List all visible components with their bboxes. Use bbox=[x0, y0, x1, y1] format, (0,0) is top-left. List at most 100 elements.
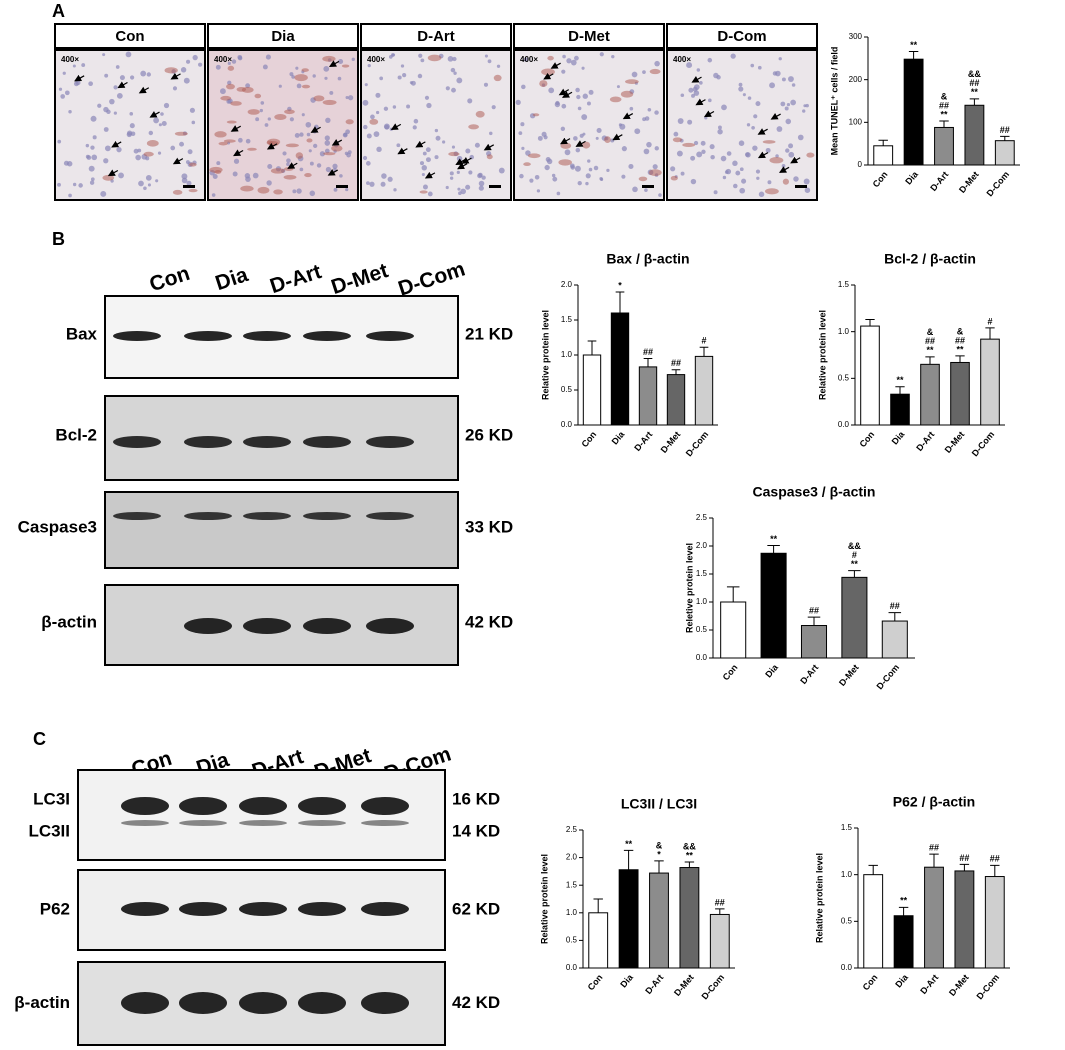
arrow bbox=[790, 156, 801, 164]
cell-nucleus bbox=[376, 146, 382, 153]
arrow bbox=[327, 169, 338, 176]
y-tick-label: 2.5 bbox=[696, 513, 708, 522]
cell-nucleus bbox=[426, 102, 432, 109]
bar bbox=[881, 620, 908, 659]
cell-nucleus bbox=[588, 167, 593, 172]
blot bbox=[104, 491, 459, 569]
x-tick-label: D-Met bbox=[837, 662, 861, 688]
significance: & bbox=[941, 91, 948, 101]
stain bbox=[475, 110, 485, 118]
arrow bbox=[691, 76, 702, 83]
cell-nucleus bbox=[163, 102, 170, 109]
cell-nucleus bbox=[465, 148, 471, 154]
cell-nucleus bbox=[295, 66, 299, 70]
cell-nucleus bbox=[397, 75, 402, 80]
cell-nucleus bbox=[519, 173, 524, 179]
cell-nucleus bbox=[551, 173, 556, 178]
cell-nucleus bbox=[753, 114, 758, 119]
y-tick-label: 0.5 bbox=[838, 373, 850, 382]
stain bbox=[174, 131, 188, 136]
error-bar bbox=[865, 319, 875, 327]
stain bbox=[448, 151, 460, 157]
cell-nucleus bbox=[148, 130, 154, 136]
significance: * bbox=[618, 280, 622, 290]
cell-nucleus bbox=[365, 161, 371, 166]
x-tick-label: Dia bbox=[763, 662, 780, 680]
cell-nucleus bbox=[769, 82, 775, 89]
cell-nucleus bbox=[183, 77, 190, 84]
bar bbox=[950, 361, 970, 426]
cell-nucleus bbox=[316, 163, 322, 168]
cell-nucleus bbox=[387, 176, 393, 182]
cell-nucleus bbox=[147, 183, 151, 187]
cell-nucleus bbox=[596, 127, 602, 133]
error-bar bbox=[615, 291, 625, 313]
cell-nucleus bbox=[595, 136, 599, 140]
x-tick-label: Dia bbox=[893, 972, 910, 990]
y-axis-label: Relative protein level bbox=[814, 853, 824, 943]
stain bbox=[625, 79, 639, 85]
y-tick-label: 0.5 bbox=[841, 916, 853, 925]
stain bbox=[331, 145, 343, 152]
cell-nucleus bbox=[81, 63, 86, 67]
stain bbox=[782, 178, 789, 185]
stain bbox=[164, 67, 178, 74]
stain bbox=[284, 109, 295, 115]
cell-nucleus bbox=[115, 65, 120, 69]
cell-nucleus bbox=[523, 57, 529, 62]
cell-nucleus bbox=[725, 168, 732, 175]
cell-nucleus bbox=[646, 141, 652, 148]
significance: & bbox=[656, 840, 663, 850]
cell-nucleus bbox=[130, 75, 135, 80]
stain bbox=[313, 95, 325, 102]
cell-nucleus bbox=[474, 142, 480, 148]
cell-nucleus bbox=[384, 124, 390, 130]
x-tick-label: D-Met bbox=[947, 972, 971, 998]
cell-nucleus bbox=[160, 112, 164, 116]
cell-nucleus bbox=[788, 151, 795, 158]
y-tick-label: 0.0 bbox=[696, 653, 708, 662]
cell-nucleus bbox=[286, 162, 290, 167]
y-tick-label: 1.0 bbox=[841, 870, 853, 879]
magnification: 400× bbox=[673, 55, 691, 64]
stain bbox=[609, 96, 622, 103]
cell-nucleus bbox=[721, 104, 727, 111]
cell-nucleus bbox=[299, 132, 304, 137]
stain bbox=[285, 143, 299, 148]
arrow bbox=[390, 123, 402, 130]
bar bbox=[760, 552, 787, 659]
cell-nucleus bbox=[632, 186, 638, 193]
cell-nucleus bbox=[561, 69, 566, 74]
cell-nucleus bbox=[561, 103, 567, 109]
arrow bbox=[757, 151, 769, 159]
cell-nucleus bbox=[802, 109, 806, 113]
band bbox=[179, 820, 227, 826]
cell-nucleus bbox=[797, 134, 804, 141]
cell-nucleus bbox=[529, 178, 534, 183]
cell-nucleus bbox=[72, 182, 77, 187]
cell-nucleus bbox=[289, 117, 294, 122]
significance: ## bbox=[1000, 125, 1010, 135]
cell-nucleus bbox=[577, 180, 582, 186]
arrow bbox=[559, 137, 571, 145]
cell-nucleus bbox=[180, 67, 187, 73]
significance: && bbox=[968, 69, 981, 79]
cell-nucleus bbox=[690, 178, 697, 185]
stain bbox=[273, 189, 283, 195]
cell-nucleus bbox=[775, 154, 779, 158]
lane-label: D-Com bbox=[395, 258, 468, 301]
cell-nucleus bbox=[313, 143, 318, 148]
bar bbox=[903, 58, 924, 166]
size-label: 62 KD bbox=[452, 899, 500, 918]
cell-nucleus bbox=[337, 76, 342, 81]
significance: & bbox=[927, 327, 934, 337]
stain bbox=[539, 80, 548, 87]
arrow bbox=[111, 140, 122, 148]
stain bbox=[322, 55, 336, 62]
bar bbox=[618, 869, 639, 969]
cell-nucleus bbox=[593, 165, 599, 171]
cell-nucleus bbox=[481, 175, 486, 180]
band bbox=[113, 436, 161, 448]
cell-nucleus bbox=[212, 174, 218, 180]
